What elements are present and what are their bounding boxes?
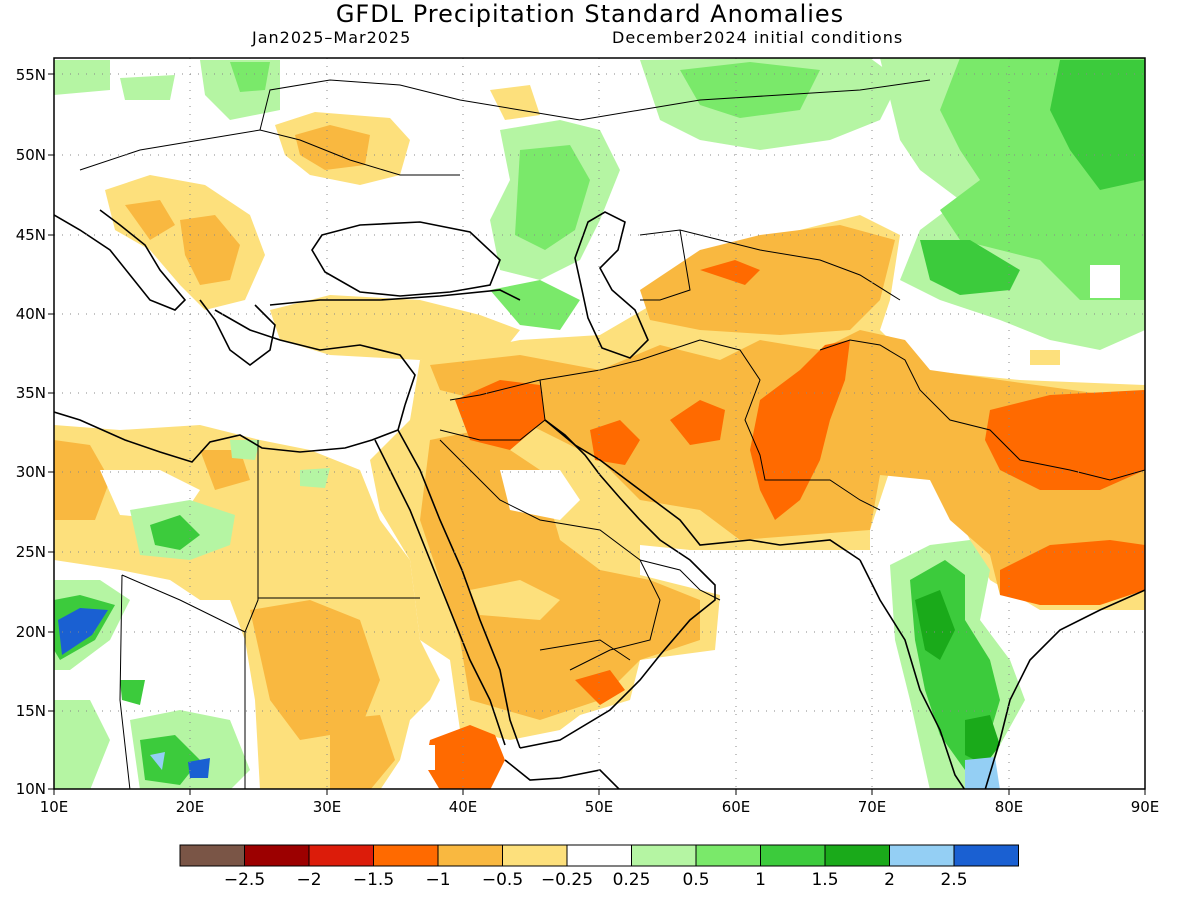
colorbar-swatch (437, 844, 503, 867)
colorbar-label: −1 (425, 870, 451, 890)
colorbar-label: 2 (884, 870, 895, 890)
lat-label-40n: 40N (15, 305, 46, 323)
lat-label-55n: 55N (15, 66, 46, 84)
initial-conditions: December2024 initial conditions (612, 28, 904, 47)
colorbar-swatch (631, 844, 697, 867)
lon-label-60e: 60E (721, 798, 751, 816)
lon-label-90e: 90E (1130, 798, 1160, 816)
colorbar-label: 2.5 (940, 870, 968, 890)
forecast-period: Jan2025–Mar2025 (252, 28, 412, 47)
axis-ticks (48, 73, 1146, 795)
chart-title: GFDL Precipitation Standard Anomalies (335, 0, 845, 28)
lon-label-70e: 70E (857, 798, 887, 816)
colorbar-swatch (179, 844, 245, 867)
lat-label-10n: 10N (15, 780, 46, 798)
colorbar-swatch (502, 844, 568, 867)
lon-label-40e: 40E (448, 798, 478, 816)
lon-label-10e: 10E (39, 798, 69, 816)
colorbar-label: −0.25 (540, 870, 594, 890)
lat-label-30n: 30N (15, 463, 46, 481)
colorbar-label: −0.5 (481, 870, 524, 890)
colorbar-label: −1.5 (352, 870, 395, 890)
borders (79, 79, 1145, 789)
colorbar-swatch (760, 844, 826, 867)
colorbar-label: 0.5 (682, 870, 710, 890)
colorbar (179, 844, 1019, 867)
colorbar-label: 0.25 (612, 870, 651, 890)
lat-label-35n: 35N (15, 384, 46, 402)
anomaly-shading (54, 58, 1145, 789)
colorbar-swatch (308, 844, 374, 867)
lon-label-80e: 80E (994, 798, 1024, 816)
lat-label-45n: 45N (15, 226, 46, 244)
lat-label-15n: 15N (15, 702, 46, 720)
colorbar-label: 1 (755, 870, 766, 890)
colorbar-swatch (695, 844, 761, 867)
colorbar-swatch (889, 844, 955, 867)
coastlines (54, 209, 1145, 789)
colorbar-label: 1.5 (811, 870, 839, 890)
colorbar-swatch (566, 844, 632, 867)
lat-label-50n: 50N (15, 146, 46, 164)
lon-label-20e: 20E (175, 798, 205, 816)
lon-label-50e: 50E (584, 798, 614, 816)
colorbar-swatch (824, 844, 890, 867)
colorbar-label: −2.5 (223, 870, 266, 890)
colorbar-label: −2 (296, 870, 322, 890)
colorbar-swatch (953, 844, 1019, 867)
lat-label-25n: 25N (15, 543, 46, 561)
lat-label-20n: 20N (15, 623, 46, 641)
colorbar-swatch (373, 844, 439, 867)
lon-label-30e: 30E (312, 798, 342, 816)
colorbar-swatch (244, 844, 310, 867)
